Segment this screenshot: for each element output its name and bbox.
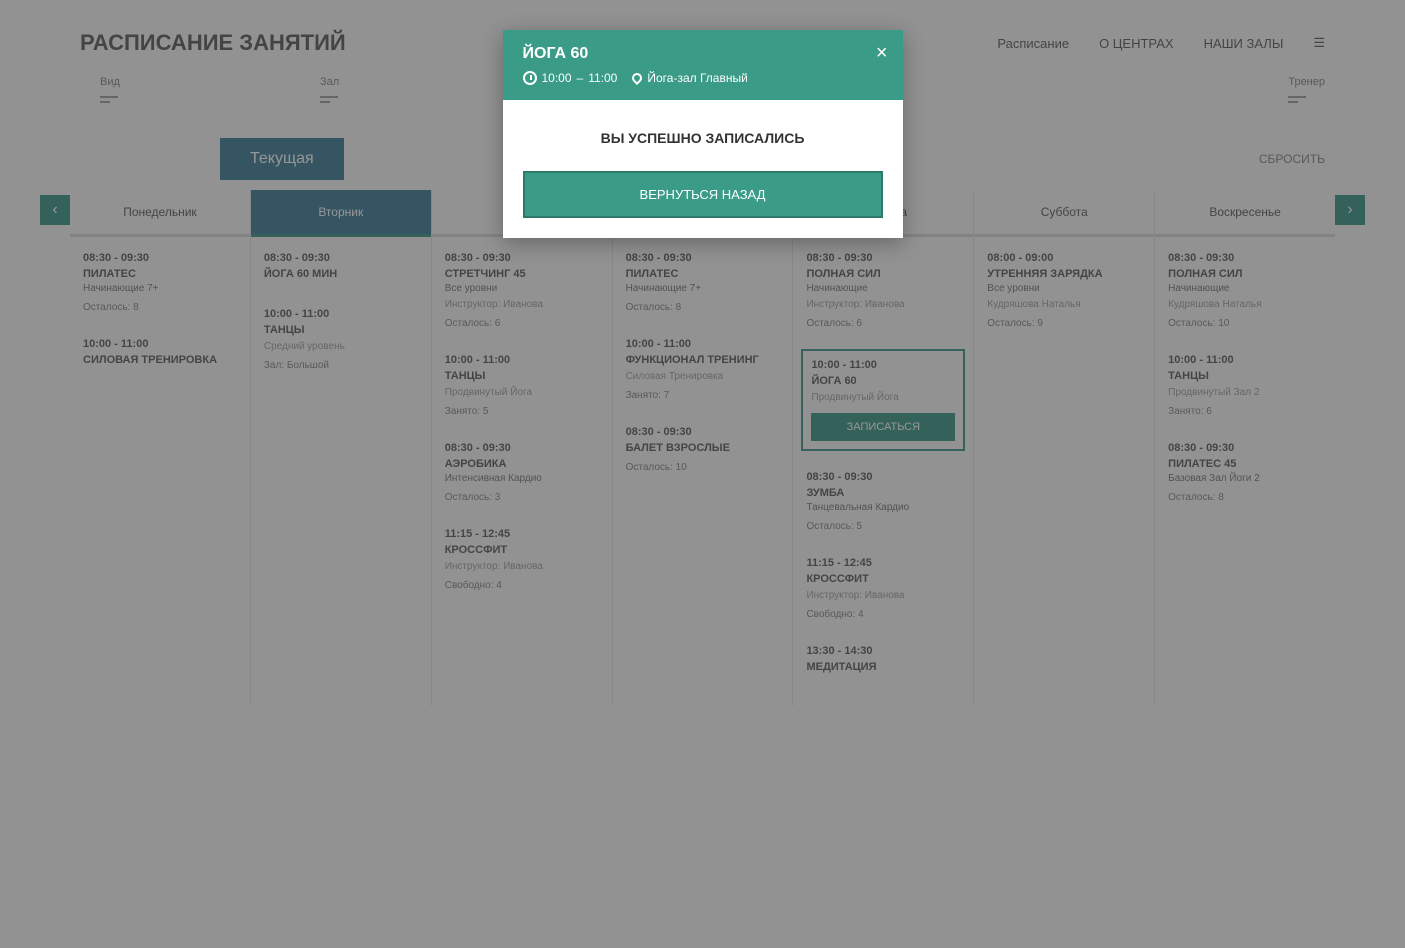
pin-icon (630, 71, 644, 85)
booking-modal: ЙОГА 60 10:00 – 11:00 Йога-зал Главный ×… (503, 30, 903, 238)
time-start: 10:00 (542, 71, 572, 85)
modal-title: ЙОГА 60 (523, 45, 883, 63)
back-button[interactable]: ВЕРНУТЬСЯ НАЗАД (523, 171, 883, 218)
clock-icon (523, 71, 537, 85)
location-text: Йога-зал Главный (647, 71, 747, 85)
modal-overlay: ЙОГА 60 10:00 – 11:00 Йога-зал Главный ×… (0, 0, 1405, 948)
modal-info: 10:00 – 11:00 Йога-зал Главный (523, 71, 883, 85)
modal-location: Йога-зал Главный (632, 71, 747, 85)
success-message: ВЫ УСПЕШНО ЗАПИСАЛИСЬ (523, 130, 883, 146)
time-sep: – (577, 71, 584, 85)
modal-time: 10:00 – 11:00 (523, 71, 618, 85)
close-button[interactable]: × (876, 42, 888, 65)
modal-header: ЙОГА 60 10:00 – 11:00 Йога-зал Главный × (503, 30, 903, 100)
time-end: 11:00 (588, 71, 617, 85)
modal-body: ВЫ УСПЕШНО ЗАПИСАЛИСЬ ВЕРНУТЬСЯ НАЗАД (503, 100, 903, 238)
